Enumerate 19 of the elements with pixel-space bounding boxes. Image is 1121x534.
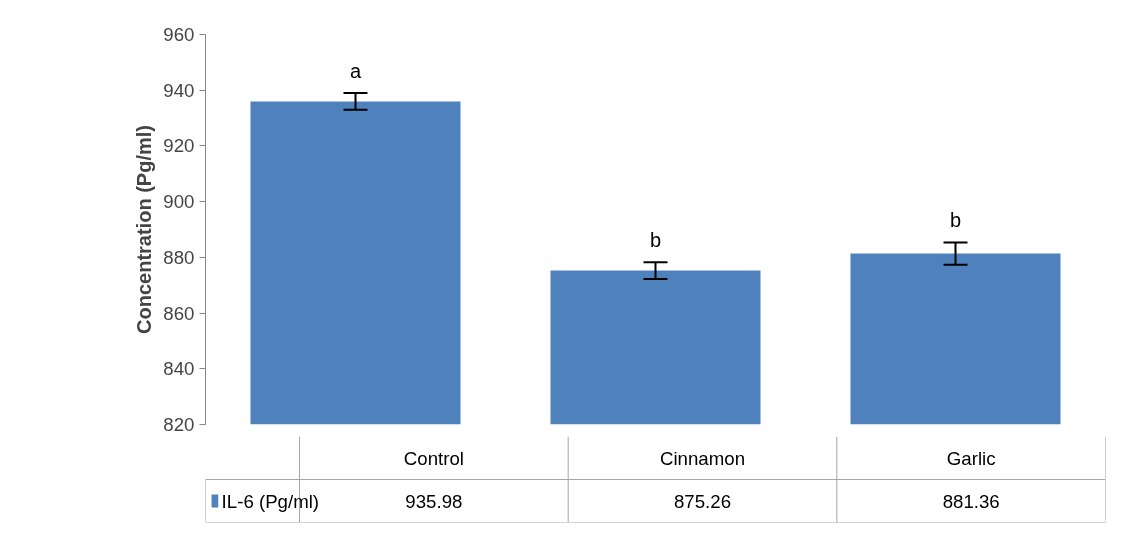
y-tick-label: 840 (163, 358, 195, 380)
annotation: b (649, 228, 662, 251)
x-tick-label: Cinnamon (660, 447, 746, 469)
y-tick-label: 940 (163, 79, 195, 101)
legend-label: IL-6 (Pg/ml) (221, 490, 320, 512)
y-tick-label: 820 (163, 414, 195, 435)
y-tick-label: 900 (163, 191, 195, 213)
annotation: a (349, 59, 362, 82)
y-axis-title: Concentration (Pg/ml) (133, 125, 156, 334)
data-label: 875.26 (673, 490, 732, 512)
y-tick-label: 920 (163, 135, 195, 157)
data-label: 881.36 (942, 490, 1000, 512)
x-tick-label: Garlic (946, 447, 996, 469)
x-tick-label: Control (403, 447, 464, 469)
y-tick-label: 860 (163, 302, 195, 324)
data-label: 935.98 (405, 490, 463, 512)
y-tick-label: 960 (163, 24, 195, 45)
y-tick-label: 880 (163, 246, 195, 268)
annotation: b (949, 209, 962, 232)
